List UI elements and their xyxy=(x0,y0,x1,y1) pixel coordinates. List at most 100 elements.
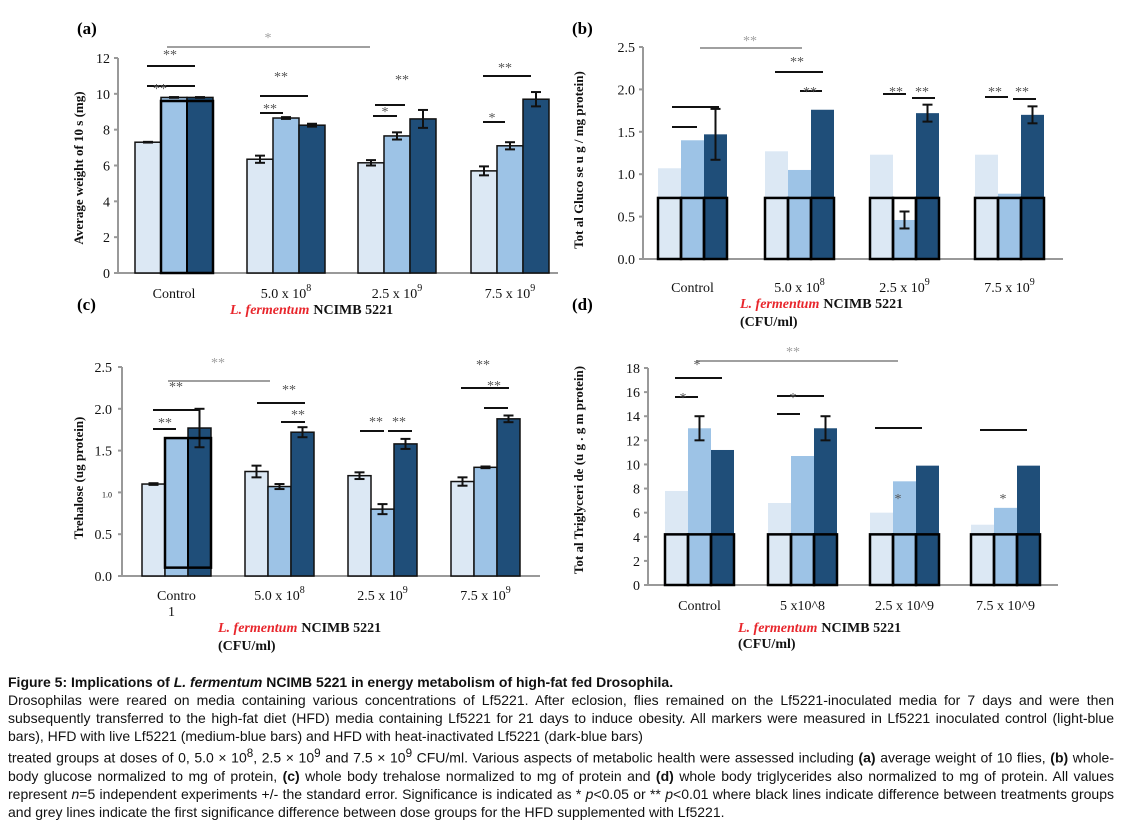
x-category-label: 7.5 x 10^9 xyxy=(976,599,1035,614)
y-tick-label: 2 xyxy=(633,555,640,570)
caption-text: =5 independent experiments +/- the stand… xyxy=(79,785,586,802)
y-tick-label: 6 xyxy=(103,160,110,175)
panel-b-bars xyxy=(656,103,1046,261)
bar-dark-blue-1 xyxy=(814,428,837,585)
panel-a-label: (a) xyxy=(77,19,97,38)
y-tick-label: 16 xyxy=(626,386,640,401)
significance-marker: ** xyxy=(291,408,305,423)
bar-dark-blue-2 xyxy=(916,113,939,259)
panel-d-total-triglyceride: (d) Tot al Triglyceri de (u g . g m prot… xyxy=(571,295,1058,652)
caption-title-prefix: Figure 5: Implications of xyxy=(8,674,174,690)
panel-b-x-title-species: L. fermentum xyxy=(739,297,819,312)
bar-dark-blue-2 xyxy=(409,118,437,274)
panel-c-label: (c) xyxy=(77,295,96,314)
significance-marker: ** xyxy=(988,85,1002,100)
x-category-label: Control xyxy=(671,281,714,296)
bar-medium-blue-2 xyxy=(370,508,395,577)
bar-light-blue-3 xyxy=(975,154,998,259)
caption-body-1: Drosophilas were reared on media contain… xyxy=(8,692,1114,744)
significance-marker: * xyxy=(694,358,701,373)
caption-title: Figure 5: Implications of L. fermentum N… xyxy=(8,673,1114,691)
x-category-label: 7.5 x 109 xyxy=(460,585,511,604)
x-category-label: 5.0 x 108 xyxy=(261,283,312,302)
superscript: 9 xyxy=(1030,277,1035,288)
x-category-label: 7.5 x 109 xyxy=(984,277,1035,296)
x-category-label: 2.5 x 10^9 xyxy=(875,599,934,614)
x-category-label: Contro xyxy=(157,589,196,604)
bar-medium-blue-3 xyxy=(473,466,498,577)
bar-medium-blue-0 xyxy=(681,140,704,259)
y-tick-label: 0.0 xyxy=(95,570,113,585)
superscript: 9 xyxy=(925,277,930,288)
y-tick-label: 0 xyxy=(103,267,110,282)
bar-light-blue-1 xyxy=(246,158,274,274)
panel-c-bars xyxy=(141,407,521,577)
caption-panel-ref: (b) xyxy=(1050,749,1069,766)
significance-marker: * xyxy=(680,391,687,406)
caption-text: CFU/ml. Various aspects of metabolic hea… xyxy=(412,749,859,766)
panel-d-x-categories: Control 5 x10^8 2.5 x 10^9 7.5 x 10^9 xyxy=(678,599,1035,614)
caption-italic: p xyxy=(665,785,674,802)
y-tick-label: 12 xyxy=(96,52,110,67)
panel-b-label: (b) xyxy=(572,19,593,38)
significance-marker: * xyxy=(489,111,496,126)
y-tick-label: 1.5 xyxy=(618,126,636,141)
y-tick-label: 0.0 xyxy=(618,253,636,268)
significance-marker: ** xyxy=(395,73,409,88)
panel-c-y-axis-title: Trehalose (ug protein) xyxy=(71,417,86,540)
significance-marker: ** xyxy=(369,415,383,430)
panel-d-x-title: L. fermentum NCIMB 5221 xyxy=(737,621,901,636)
panel-a-x-title-species: L. fermentum xyxy=(229,303,309,318)
bar-light-blue-1 xyxy=(765,151,788,259)
panel-d-bars xyxy=(663,415,1042,587)
x-category-label: 5.0 x 108 xyxy=(774,277,825,296)
bar-light-blue-0 xyxy=(141,483,166,577)
significance-marker: * xyxy=(790,391,797,406)
outline-box xyxy=(1015,533,1042,587)
significance-marker: ** xyxy=(889,85,903,100)
panel-d-label: (d) xyxy=(572,295,593,314)
x-category-label: Control xyxy=(153,287,196,302)
bar-medium-blue-2 xyxy=(383,135,411,274)
superscript: 9 xyxy=(530,283,535,294)
panel-d-significance: **** ** * xyxy=(675,345,1027,507)
x-category-label: 2.5 x 109 xyxy=(357,585,408,604)
outline-box xyxy=(702,196,729,261)
y-tick-label: 0 xyxy=(633,579,640,594)
y-tick-label: 1.0 xyxy=(102,490,112,499)
outline-box xyxy=(1019,196,1046,261)
significance-marker: ** xyxy=(153,82,167,97)
panel-b-y-axis-title: Tot al Gluco se u g / mg protein) xyxy=(571,71,586,249)
caption-text: and 7.5 × 10 xyxy=(320,749,406,766)
caption-text: <0.05 or ** xyxy=(593,785,666,802)
outline-box xyxy=(914,196,941,261)
x-category-label: 5 x10^8 xyxy=(780,599,825,614)
bar-medium-blue-1 xyxy=(272,117,300,274)
bar-dark-blue-0 xyxy=(187,427,212,577)
bar-medium-blue-1 xyxy=(788,169,811,259)
bar-dark-blue-1 xyxy=(811,109,834,259)
bar-light-blue-1 xyxy=(244,470,269,577)
bar-dark-blue-1 xyxy=(290,431,315,577)
bar-dark-blue-3 xyxy=(1017,465,1040,585)
bar-dark-blue-3 xyxy=(522,98,550,274)
outline-box xyxy=(809,196,836,261)
significance-marker: * xyxy=(1000,492,1007,507)
significance-marker: ** xyxy=(158,416,172,431)
bar-dark-blue-0 xyxy=(186,96,214,274)
x-category-label: 2.5 x 109 xyxy=(879,277,930,296)
panel-c-x-title-unit: (CFU/ml) xyxy=(218,639,276,654)
caption-text: whole-body glucose normalized to mg of p… xyxy=(8,749,1115,784)
significance-marker: * xyxy=(895,492,902,507)
superscript: 8 xyxy=(300,585,305,596)
bar-light-blue-0 xyxy=(658,168,681,259)
panel-b-x-title-strain: NCIMB 5221 xyxy=(823,297,903,312)
y-tick-label: 2.5 xyxy=(95,361,113,376)
bar-dark-blue-2 xyxy=(393,443,418,577)
y-tick-label: 12 xyxy=(626,434,640,449)
bar-light-blue-3 xyxy=(450,480,475,577)
panel-d-x-title-strain: NCIMB 5221 xyxy=(821,621,901,636)
panel-a-x-title-strain: NCIMB 5221 xyxy=(313,303,393,318)
bar-light-blue-3 xyxy=(470,170,498,274)
